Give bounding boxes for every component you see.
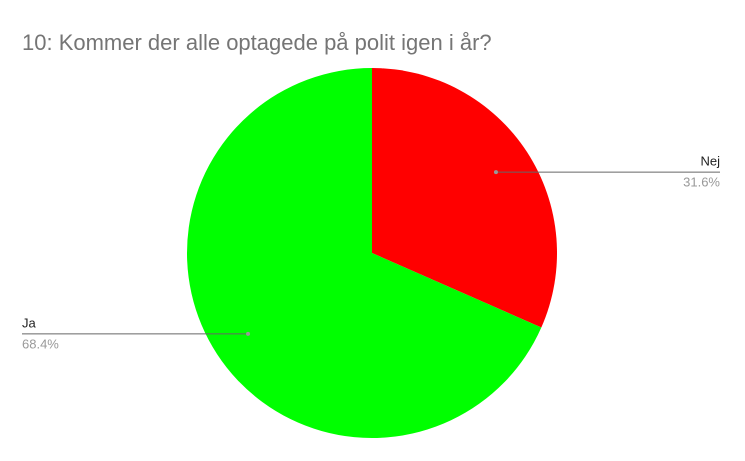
pie-slice (187, 68, 542, 438)
chart-title: 10: Kommer der alle optagede på polit ig… (22, 30, 492, 55)
leader-dot (493, 170, 498, 175)
leader-dot (246, 331, 251, 336)
legend-label: Nej (700, 154, 720, 169)
legend-label: Ja (22, 315, 37, 330)
value-label: 68.4% (22, 336, 59, 351)
value-label: 31.6% (683, 175, 720, 190)
pie-slice (372, 68, 558, 328)
